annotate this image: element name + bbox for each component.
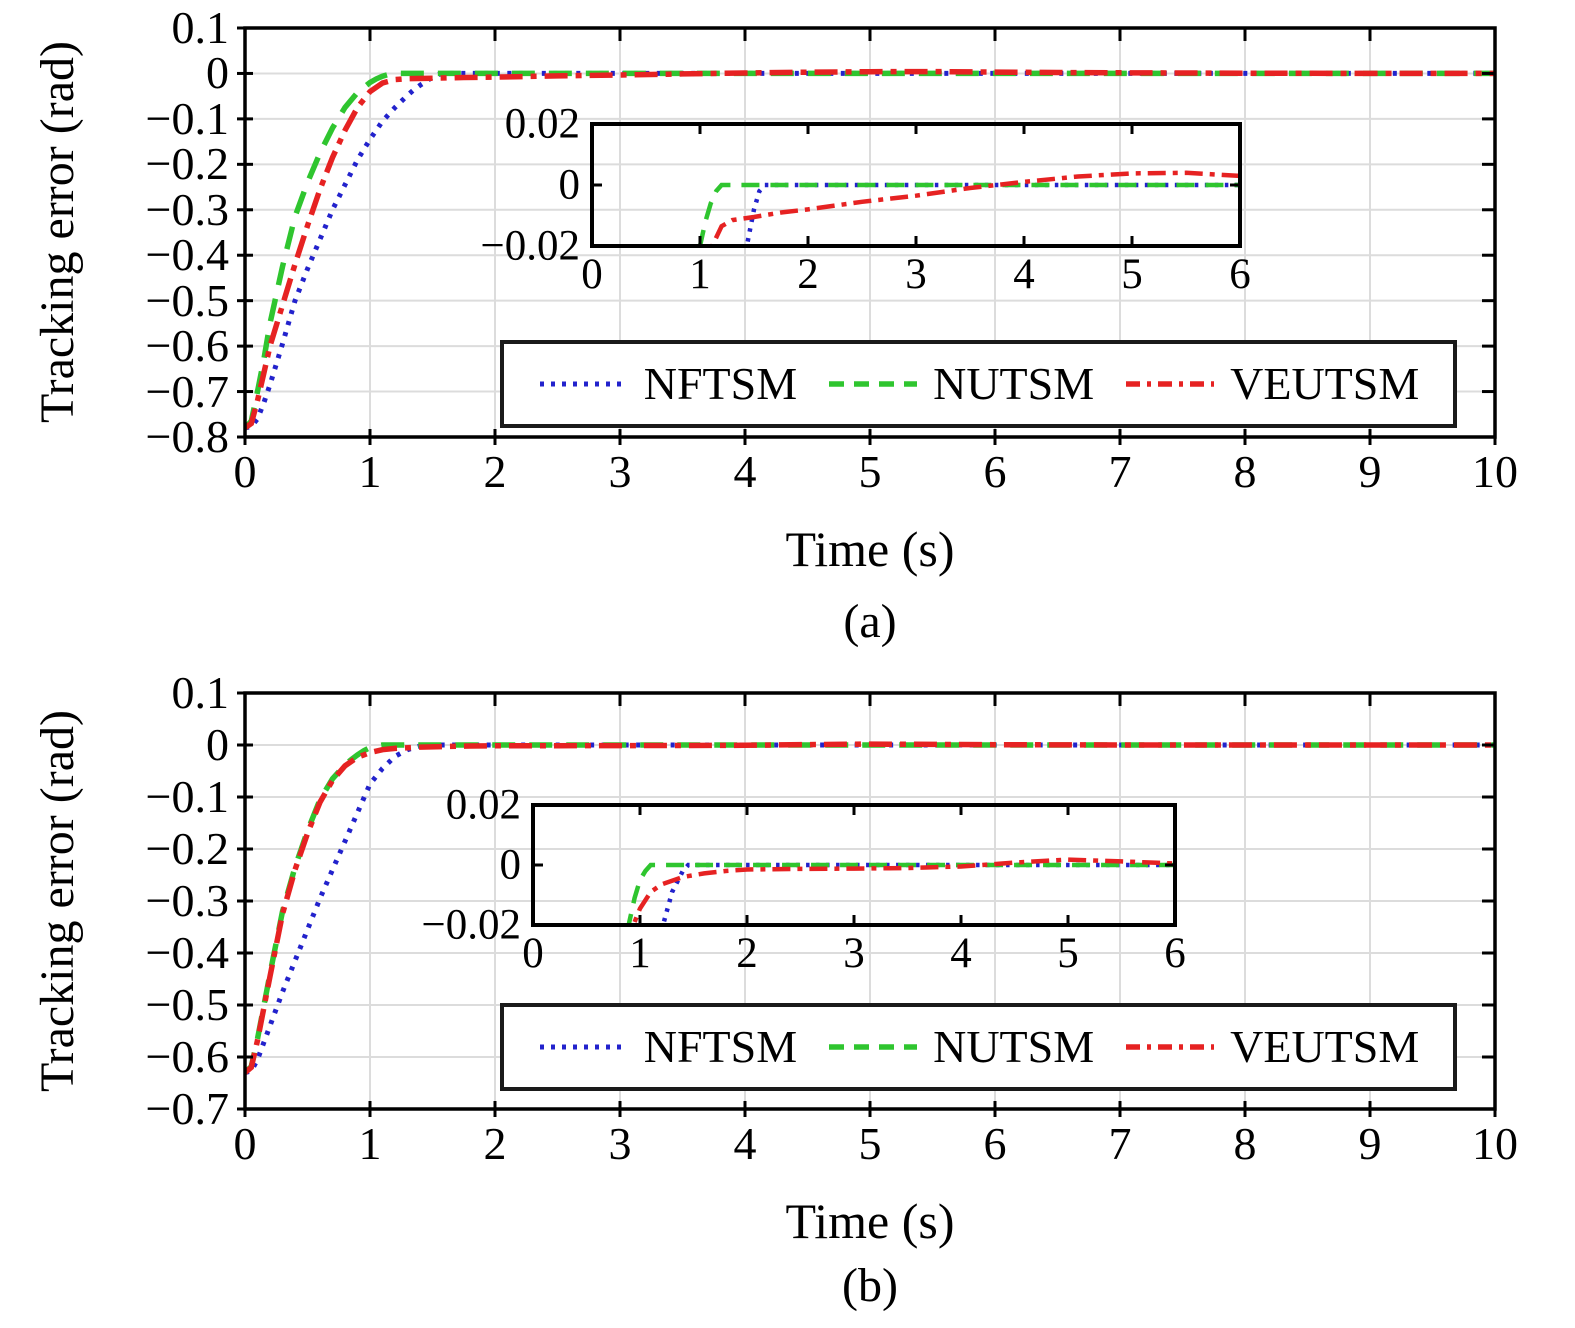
x-tick-label: 1	[358, 1118, 382, 1169]
y-tick-label: −0.5	[145, 979, 229, 1030]
y-tick-label: 0	[499, 841, 522, 889]
x-tick-label: 3	[608, 446, 632, 497]
veutsm-dashdot-line-sample-icon	[1126, 381, 1215, 387]
x-tick-label: 1	[629, 930, 651, 977]
y-tick-label: −0.7	[145, 1083, 229, 1134]
x-tick-label: 0	[233, 446, 257, 497]
x-tick-label: 4	[733, 1118, 757, 1169]
inset-axes	[531, 803, 1177, 927]
y-tick-label: −0.7	[145, 365, 229, 417]
legend-entry-veutsm: VEUTSM	[1124, 1024, 1419, 1070]
x-tick-label: 1	[358, 446, 382, 497]
nftsm-dotted-line-sample-icon	[539, 1044, 628, 1050]
y-tick-label: −0.4	[145, 229, 229, 281]
x-tick-label: 6	[1229, 251, 1251, 298]
legend-entry-nutsm: NUTSM	[827, 1024, 1094, 1070]
nftsm-dotted-line-sample-icon	[539, 381, 628, 387]
legend-label-nftsm: NFTSM	[643, 358, 798, 409]
veutsm-curve	[709, 170, 1240, 246]
x-tick-label: 10	[1472, 446, 1518, 497]
x-tick-label: 6	[1164, 930, 1186, 977]
x-axis-label-b: Time (s)	[785, 1193, 955, 1249]
x-tick-label: 0	[581, 251, 603, 298]
x-tick-label: 1	[689, 251, 711, 298]
nutsm-curve	[626, 862, 1175, 925]
y-tick-label: −0.5	[145, 274, 229, 326]
x-tick-label: 8	[1233, 1118, 1257, 1169]
y-tick-label: 0	[206, 47, 229, 99]
x-tick-label: 4	[950, 930, 972, 977]
x-tick-label: 6	[983, 1118, 1007, 1169]
veutsm-curve	[245, 741, 1495, 1075]
x-tick-label: 2	[797, 251, 819, 298]
x-tick-label: 0	[233, 1118, 257, 1169]
legend-entry-nftsm: NFTSM	[538, 361, 797, 407]
inset-axes	[590, 122, 1242, 248]
y-tick-label: −0.3	[145, 183, 229, 235]
nutsm-curve	[697, 182, 1240, 246]
y-tick-label: −0.6	[145, 1031, 229, 1082]
veutsm-curve	[631, 857, 1175, 925]
x-tick-label: 2	[736, 930, 758, 977]
veutsm-dashdot-line-sample-icon	[1126, 1044, 1215, 1050]
x-tick-label: 4	[1013, 251, 1035, 298]
y-tick-label: −0.02	[421, 901, 521, 949]
legend-entry-nutsm: NUTSM	[827, 361, 1094, 407]
x-tick-label: 7	[1108, 446, 1132, 497]
y-tick-label: −0.2	[145, 138, 229, 190]
x-tick-label: 3	[843, 930, 865, 977]
x-tick-label: 5	[1121, 251, 1143, 298]
nutsm-dashed-line-sample-icon	[829, 1044, 918, 1050]
x-tick-label: 6	[983, 446, 1007, 497]
legend-label-nutsm: NUTSM	[933, 1021, 1095, 1072]
y-axis-label-b: Tracking error (rad)	[31, 709, 84, 1093]
x-tick-label: 5	[1057, 930, 1079, 977]
nftsm-curve	[245, 70, 1495, 431]
y-tick-label: 0.1	[171, 667, 230, 718]
y-tick-label: −0.4	[145, 927, 229, 978]
y-tick-label: 0	[558, 161, 581, 209]
x-tick-label: 2	[483, 446, 507, 497]
x-tick-label: 10	[1472, 1118, 1518, 1169]
legend-label-veutsm: VEUTSM	[1230, 358, 1420, 409]
x-tick-label: 9	[1358, 1118, 1382, 1169]
legend-entry-veutsm: VEUTSM	[1124, 361, 1419, 407]
y-tick-label: 0	[206, 719, 229, 770]
legend-b: NFTSM NUTSM VEUTSM	[500, 1003, 1457, 1091]
y-tick-label: −0.3	[145, 875, 229, 926]
x-axis-label-a: Time (s)	[785, 521, 955, 577]
legend-entry-nftsm: NFTSM	[538, 1024, 797, 1070]
y-tick-label: 0.02	[445, 781, 521, 829]
x-tick-label: 5	[858, 446, 882, 497]
x-tick-label: 4	[733, 446, 757, 497]
x-tick-label: 7	[1108, 1118, 1132, 1169]
y-tick-label: −0.1	[145, 771, 229, 822]
x-tick-label: 3	[905, 251, 927, 298]
x-tick-label: 8	[1233, 446, 1257, 497]
y-tick-label: −0.2	[145, 823, 229, 874]
y-tick-label: −0.6	[145, 320, 229, 372]
veutsm-curve	[245, 68, 1495, 431]
legend-label-nutsm: NUTSM	[933, 358, 1095, 409]
nutsm-curve	[245, 70, 1495, 430]
legend-label-nftsm: NFTSM	[643, 1021, 798, 1072]
x-tick-label: 2	[483, 1118, 507, 1169]
legend-label-veutsm: VEUTSM	[1230, 1021, 1420, 1072]
x-tick-label: 3	[608, 1118, 632, 1169]
x-tick-label: 5	[858, 1118, 882, 1169]
legend-a: NFTSM NUTSM VEUTSM	[500, 340, 1457, 428]
y-tick-label: −0.02	[480, 222, 580, 270]
x-tick-label: 0	[522, 930, 544, 977]
subplot-caption-b: (b)	[842, 1259, 898, 1312]
x-tick-label: 9	[1358, 446, 1382, 497]
y-tick-label: 0.1	[171, 2, 230, 53]
y-axis-label-a: Tracking error (rad)	[31, 40, 84, 424]
subplot-caption-a: (a)	[843, 595, 897, 648]
nutsm-dashed-line-sample-icon	[829, 381, 918, 387]
y-tick-label: −0.1	[145, 92, 229, 144]
y-tick-label: −0.8	[145, 411, 229, 462]
y-tick-label: 0.02	[504, 100, 580, 148]
